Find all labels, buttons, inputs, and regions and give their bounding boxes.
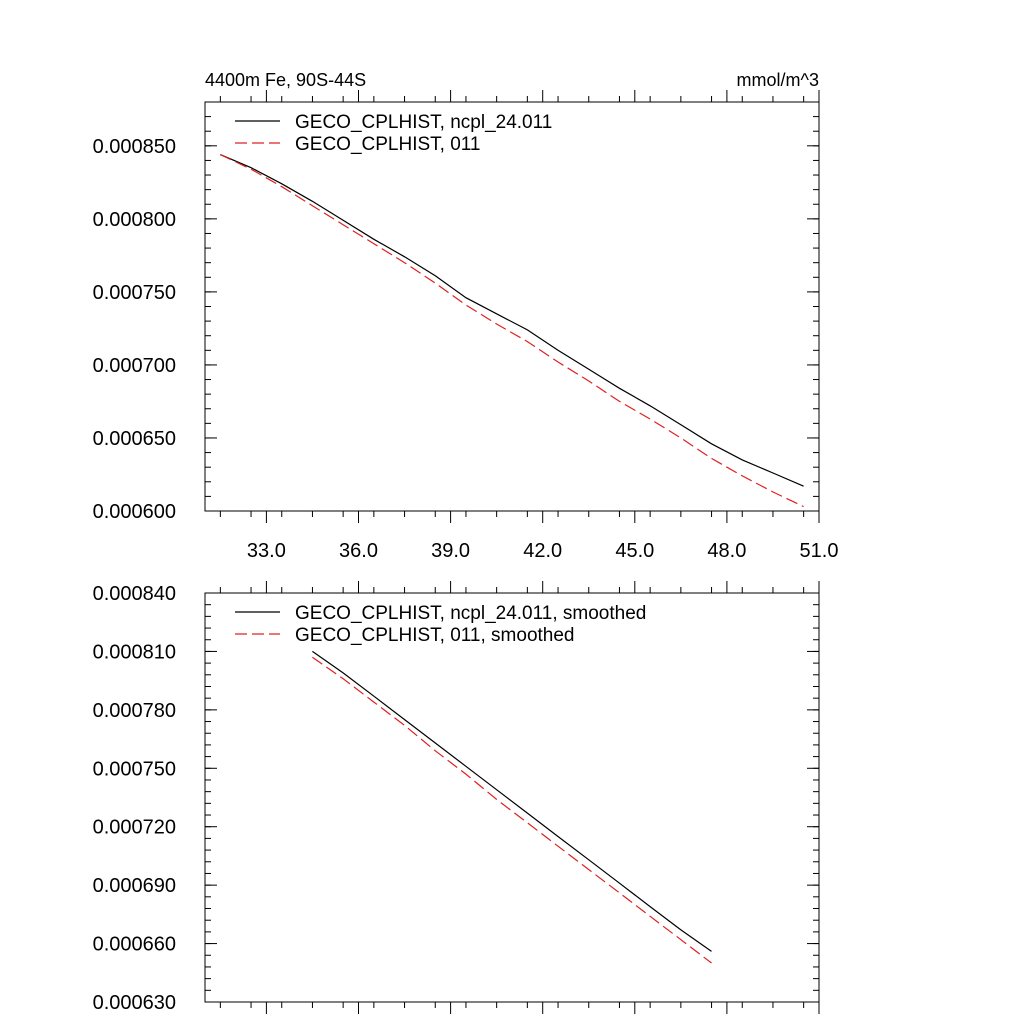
bottom-y-tick-label: 0.000690 [93, 875, 176, 897]
top-x-tick-label: 42.0 [523, 540, 562, 562]
bottom-legend: GECO_CPLHIST, ncpl_24.011, smoothedGECO_… [235, 603, 646, 646]
top-x-tick-label: 51.0 [800, 540, 839, 562]
top-y-tick-label: 0.000700 [93, 355, 176, 377]
bottom-y-tick-label: 0.000660 [93, 934, 176, 956]
top-x-tick-label: 48.0 [707, 540, 746, 562]
top-x-tick-label: 36.0 [339, 540, 378, 562]
top-y-ticks: 0.000600 0.000650 0.000700 0.000750 0.000800… [93, 101, 819, 523]
top-y-tick-label: 0.000650 [93, 428, 176, 450]
bottom-y-tick-label: 0.000720 [93, 817, 176, 839]
top-x-ticks: 33.0 36.0 39.0 42.0 45.0 48.0 51.0 [219, 90, 839, 562]
top-panel: 4400m Fe, 90S-44S mmol/m^3 0.0006000.000… [93, 70, 839, 562]
top-y-tick-label: 0.000800 [93, 209, 176, 231]
top-plot-frame [204, 101, 820, 512]
top-legend-label-2: GECO_CPLHIST, 011 [295, 134, 481, 155]
bottom-x-ticks [219, 581, 820, 1014]
top-series-line-1 [220, 154, 804, 487]
bottom-y-tick-label: 0.000750 [93, 758, 176, 780]
top-x-tick-label: 33.0 [247, 540, 286, 562]
top-x-tick-label: 39.0 [431, 540, 470, 562]
bottom-y-tick-label: 0.000840 [93, 583, 176, 605]
top-y-tick-label: 0.000850 [93, 136, 176, 158]
top-y-tick-label: 0.000600 [93, 501, 176, 523]
bottom-plot-frame [204, 592, 820, 1003]
bottom-legend-label-1: GECO_CPLHIST, ncpl_24.011, smoothed [295, 603, 646, 624]
bottom-y-ticks: 0.000630 0.000660 0.000690 0.000720 0.000750… [93, 583, 819, 1014]
top-title-left: 4400m Fe, 90S-44S [205, 70, 366, 90]
top-x-tick-label: 45.0 [615, 540, 654, 562]
bottom-series [312, 650, 712, 964]
top-series-line-2 [220, 154, 804, 508]
bottom-legend-label-2: GECO_CPLHIST, 011, smoothed [295, 625, 575, 646]
bottom-y-tick-label: 0.000780 [93, 700, 176, 722]
bottom-series-line-1 [312, 650, 712, 952]
top-legend-label-1: GECO_CPLHIST, ncpl_24.011 [295, 112, 552, 133]
bottom-y-tick-label: 0.000630 [93, 992, 176, 1014]
top-series [220, 154, 804, 508]
top-title-right: mmol/m^3 [737, 70, 819, 90]
bottom-series-line-2 [312, 656, 712, 964]
bottom-y-tick-label: 0.000810 [93, 641, 176, 663]
bottom-panel: 0.000630 0.000660 0.000690 0.000720 0.000750… [93, 581, 820, 1014]
top-y-tick-label: 0.000750 [93, 282, 176, 304]
